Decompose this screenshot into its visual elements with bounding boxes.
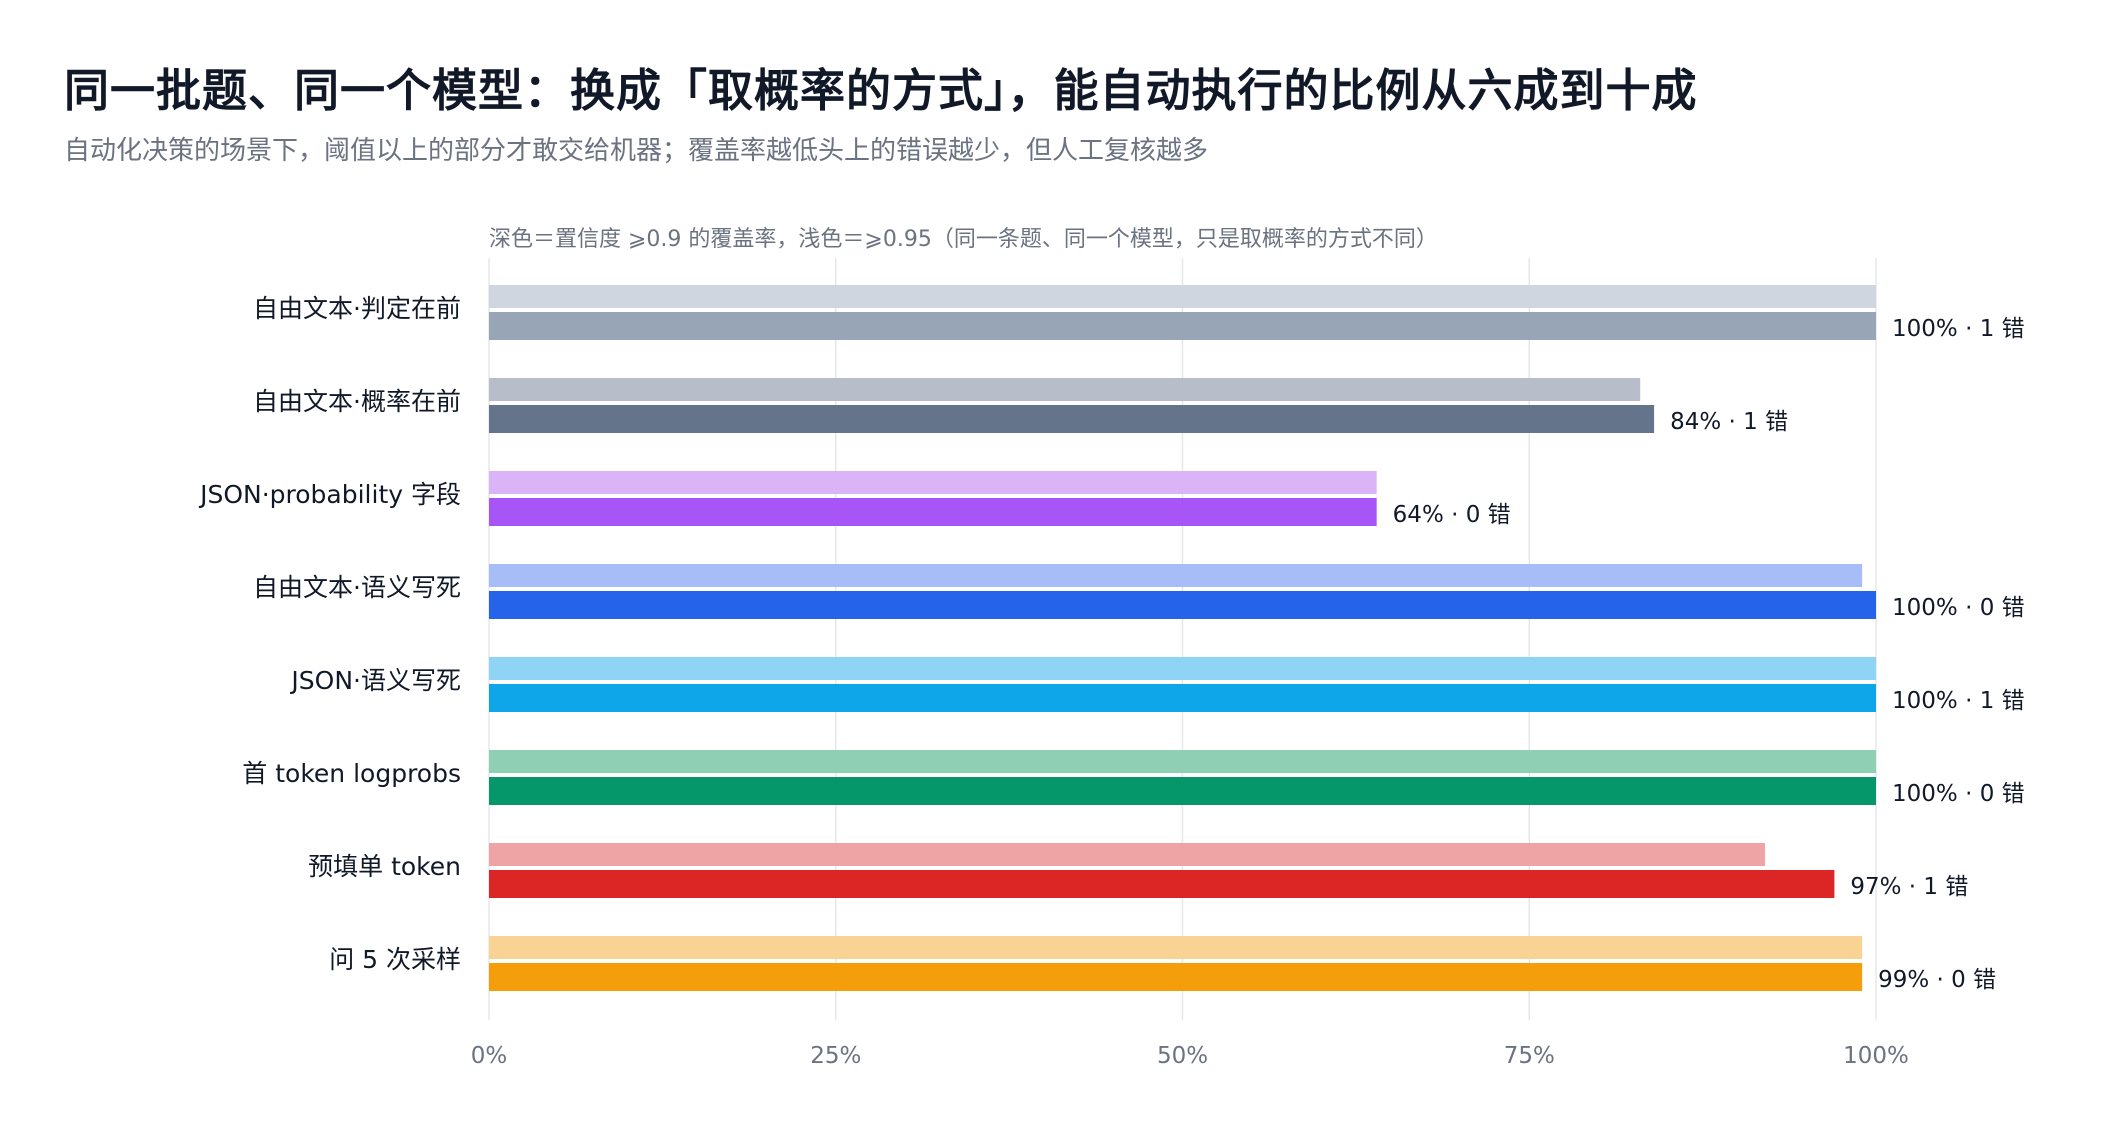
value-label: 100% · 0 错: [1892, 595, 2025, 621]
value-label: 99% · 0 错: [1878, 967, 1996, 993]
x-tick-label: 100%: [1843, 1043, 1909, 1069]
bar-coverage-09: [489, 405, 1655, 433]
category-label: 首 token logprobs: [242, 759, 461, 788]
category-label: JSON·语义写死: [289, 666, 461, 695]
bar-coverage-095: [489, 750, 1876, 773]
category-label: 问 5 次采样: [329, 945, 461, 974]
bar-coverage-09: [489, 684, 1876, 712]
value-label: 100% · 1 错: [1892, 316, 2025, 342]
category-label: 预填单 token: [308, 852, 461, 881]
bar-coverage-095: [489, 936, 1863, 959]
bar-coverage-09: [489, 870, 1835, 898]
category-label: 自由文本·语义写死: [253, 573, 461, 602]
x-tick-label: 25%: [810, 1043, 861, 1069]
bar-coverage-095: [489, 378, 1641, 401]
bar-coverage-095: [489, 564, 1863, 587]
x-tick-label: 0%: [471, 1043, 508, 1069]
chart-title: 同一批题、同一个模型：换成「取概率的方式」，能自动执行的比例从六成到十成: [64, 64, 1698, 117]
category-label: JSON·probability 字段: [198, 480, 461, 509]
bar-coverage-095: [489, 843, 1766, 866]
value-label: 84% · 1 错: [1670, 409, 1788, 435]
bar-coverage-095: [489, 471, 1377, 494]
bar-coverage-09: [489, 312, 1876, 340]
bar-coverage-095: [489, 285, 1876, 308]
value-label: 64% · 0 错: [1393, 502, 1511, 528]
category-label: 自由文本·概率在前: [253, 387, 461, 416]
bars: [489, 285, 1876, 991]
value-label: 100% · 0 错: [1892, 781, 2025, 807]
bar-coverage-09: [489, 963, 1863, 991]
bar-coverage-09: [489, 777, 1876, 805]
x-tick-label: 75%: [1504, 1043, 1555, 1069]
bar-coverage-095: [489, 657, 1876, 680]
bar-coverage-09: [489, 591, 1876, 619]
value-label: 100% · 1 错: [1892, 688, 2025, 714]
x-tick-label: 50%: [1157, 1043, 1208, 1069]
value-label: 97% · 1 错: [1850, 874, 1968, 900]
chart-subtitle: 自动化决策的场景下，阈值以上的部分才敢交给机器；覆盖率越低头上的错误越少，但人工…: [64, 136, 1209, 166]
gridlines: [488, 258, 1877, 1020]
bar-coverage-09: [489, 498, 1377, 526]
category-label: 自由文本·判定在前: [253, 294, 461, 323]
chart-note: 深色＝置信度 ⩾0.9 的覆盖率，浅色＝⩾0.95（同一条题、同一个模型，只是取…: [489, 227, 1438, 252]
